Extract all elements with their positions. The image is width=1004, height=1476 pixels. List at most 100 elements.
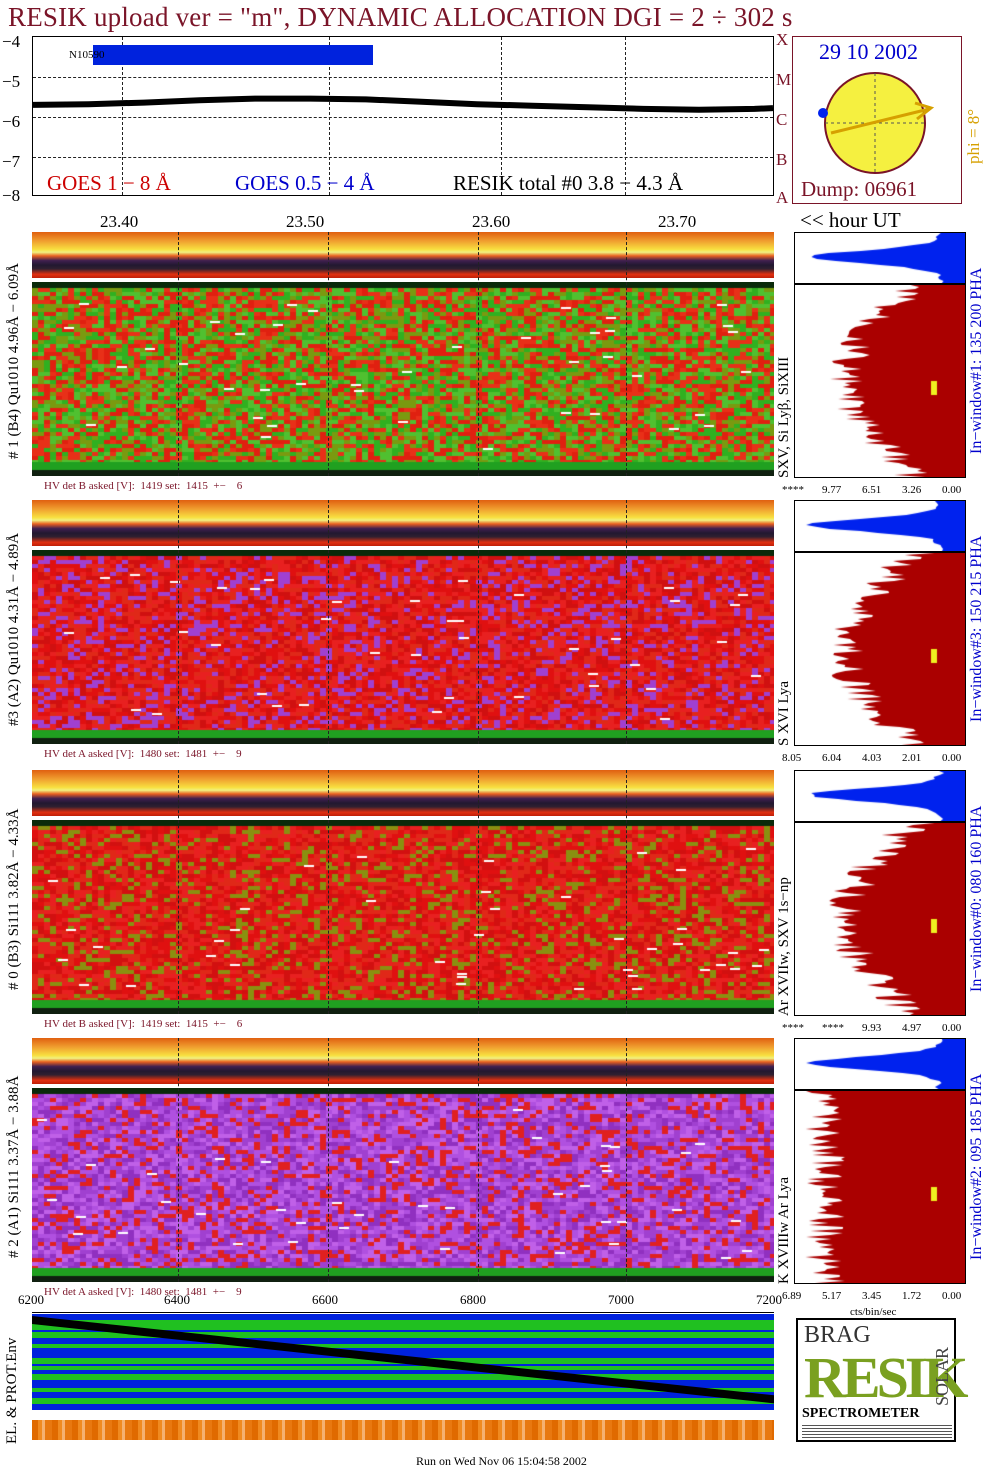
y-tick: −5: [2, 72, 21, 91]
env-stripe: [32, 1326, 774, 1330]
pha-histogram-window: [794, 1090, 966, 1284]
env-stripe: [32, 1374, 774, 1380]
environment-label: EL. & PROT.Env: [4, 1337, 20, 1444]
pha-tick: 9.93: [862, 1022, 882, 1034]
pha-histogram-total: [794, 770, 966, 822]
bottom-axis: [32, 1312, 774, 1314]
logo-caption: SPECTROMETER: [802, 1406, 920, 1421]
grid-line: [33, 77, 773, 78]
pha-histogram-window: [794, 552, 966, 746]
pha-tick: 0.00: [942, 752, 962, 764]
window-label: In−window#0: 080 160 PHA: [968, 805, 985, 993]
pha-tick: ****: [822, 1022, 844, 1034]
grid-line: [328, 500, 329, 744]
grid-line: [178, 1038, 179, 1282]
legend-goes-1-8: GOES 1 − 8 Å: [47, 171, 171, 195]
bottom-tick: 6600: [312, 1292, 338, 1307]
grid-line: [478, 770, 479, 1014]
pha-tick: 2.01: [902, 752, 922, 764]
pha-tick: 3.45: [862, 1290, 882, 1302]
hv-status: HV det A asked [V]: 1480 set: 1481 +− 9: [44, 1286, 242, 1298]
class-letter-c: C: [776, 110, 788, 129]
class-letter-m: M: [776, 70, 792, 89]
window-label: In−window#2: 095 185 PHA: [968, 1073, 985, 1261]
total-count-strip: [32, 770, 774, 816]
env-stripe: [32, 1344, 774, 1348]
sun-dump: Dump: 06961: [801, 177, 918, 201]
page-title: RESIK upload ver = "m", DYNAMIC ALLOCATI…: [8, 2, 793, 32]
pha-histogram-total: [794, 232, 966, 284]
hv-status: HV det A asked [V]: 1480 set: 1481 +− 9: [44, 748, 242, 760]
pha-tick: 6.04: [822, 752, 842, 764]
class-letter-a: A: [776, 188, 789, 207]
pha-tick: 1.72: [902, 1290, 922, 1302]
class-letter-x: X: [776, 30, 789, 49]
pha-tick: 0.00: [942, 484, 962, 496]
orange-strip: [32, 1420, 774, 1440]
window-label: In−window#1: 135 200 PHA: [968, 267, 985, 455]
detector-label: #3 (A2) Qu1010 4.31Å − 4.89Å: [6, 532, 22, 726]
goes-curve: [33, 95, 773, 113]
grid-line: [478, 500, 479, 744]
pha-tick: ****: [782, 1022, 804, 1034]
footer-runtime: Run on Wed Nov 06 15:04:58 2002: [416, 1454, 587, 1468]
grid-line: [626, 232, 627, 476]
goes-plot: N10590 GOES 1 − 8 Å GOES 0.5 − 4 Å RESIK…: [32, 36, 774, 196]
time-unit-label: << hour UT: [800, 208, 901, 232]
hv-status: HV det B asked [V]: 1419 set: 1415 +− 6: [44, 1018, 243, 1030]
grid-line: [626, 1038, 627, 1282]
pha-tick: 8.05: [782, 752, 802, 764]
pha-tick: 4.03: [862, 752, 882, 764]
pha-tick: 6.51: [862, 484, 882, 496]
bottom-tick: 7000: [608, 1292, 634, 1307]
total-count-strip: [32, 500, 774, 546]
grid-line: [33, 157, 773, 158]
sun-panel: 29 10 2002 Dump: 06961: [792, 36, 962, 204]
time-tick: 23.60: [472, 212, 511, 231]
legend-resik-total: RESIK total #0 3.8 − 4.3 Å: [453, 171, 684, 195]
total-count-strip: [32, 1038, 774, 1084]
pha-histogram-window: [794, 822, 966, 1016]
spectral-lines-label: S XVI Lya: [776, 681, 792, 746]
grid-line: [626, 770, 627, 1014]
grid-line: [328, 232, 329, 476]
total-count-strip: [32, 232, 774, 278]
y-tick: −6: [2, 112, 21, 131]
spectral-lines-label: SXV, Si Lyβ, SiXIII: [776, 356, 792, 478]
pha-histogram-window: [794, 284, 966, 478]
grid-line: [178, 232, 179, 476]
bottom-tick: 7200: [756, 1292, 782, 1307]
logo-fineprint: [802, 1424, 952, 1438]
goes-series-line: [33, 95, 773, 113]
active-region-label: N10590: [69, 49, 105, 61]
env-stripe: [32, 1320, 774, 1326]
pha-tick: 4.97: [902, 1022, 922, 1034]
grid-line: [328, 1038, 329, 1282]
grid-line: [625, 37, 626, 195]
grid-line: [626, 500, 627, 744]
pha-tick: 9.77: [822, 484, 842, 496]
env-stripe: [32, 1332, 774, 1338]
pha-tick: 5.17: [822, 1290, 842, 1302]
bottom-tick: 6400: [164, 1292, 190, 1307]
grid-line: [329, 37, 330, 195]
legend-goes-05-4: GOES 0.5 − 4 Å: [235, 171, 375, 195]
environment-panel: [32, 1314, 774, 1410]
spectral-lines-label: Ar XVIIw, SXV 1s−np: [776, 877, 792, 1016]
y-tick: −4: [2, 32, 21, 51]
env-stripe: [32, 1398, 774, 1404]
resik-logo: BRAG RESIK SOLAR SPECTROMETER: [796, 1318, 969, 1442]
pha-tick: 3.26: [902, 484, 922, 496]
sun-disk: [818, 72, 935, 174]
grid-line: [478, 232, 479, 476]
env-stripe: [32, 1388, 774, 1392]
spectrum-heatmap: [32, 282, 774, 476]
window-label: In−window#3: 150 215 PHA: [968, 535, 985, 723]
env-stripe: [32, 1366, 774, 1370]
pha-histogram-total: [794, 1038, 966, 1090]
time-tick: 23.50: [286, 212, 325, 231]
pha-tick: ****: [782, 484, 804, 496]
spectrum-heatmap: [32, 820, 774, 1014]
grid-line: [122, 37, 123, 195]
grid-line: [328, 770, 329, 1014]
